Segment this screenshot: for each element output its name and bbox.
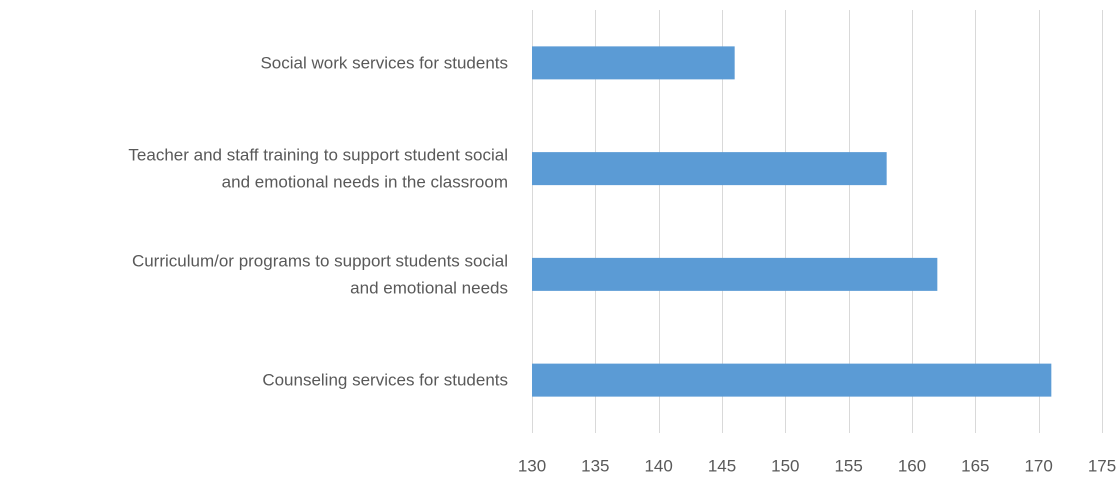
- x-tick-label-8: 170: [1024, 457, 1052, 476]
- x-tick-label-1: 135: [581, 457, 609, 476]
- bar-2: [532, 257, 938, 291]
- category-labels: Social work services for students Teacher…: [128, 53, 508, 389]
- category-label-line: Curriculum/or programs to support studen…: [132, 251, 508, 270]
- bar-3: [532, 363, 1052, 397]
- category-label-2: Curriculum/or programs to support studen…: [132, 251, 508, 297]
- category-label-line: and emotional needs in the classroom: [222, 173, 508, 192]
- x-tick-label-7: 165: [961, 457, 989, 476]
- x-tick-label-6: 160: [898, 457, 926, 476]
- category-label-line: Counseling services for students: [262, 371, 508, 390]
- x-tick-label-2: 140: [644, 457, 672, 476]
- gridlines: [532, 10, 1103, 433]
- category-label-line: and emotional needs: [350, 278, 508, 297]
- bar-1: [532, 152, 887, 186]
- category-label-line: Teacher and staff training to support st…: [128, 146, 508, 165]
- category-label-line: Social work services for students: [260, 53, 508, 72]
- x-tick-label-4: 150: [771, 457, 799, 476]
- x-tick-label-9: 175: [1088, 457, 1116, 476]
- category-label-3: Counseling services for students: [262, 371, 508, 390]
- category-label-0: Social work services for students: [260, 53, 508, 72]
- bar-0: [532, 46, 735, 80]
- category-label-1: Teacher and staff training to support st…: [128, 146, 508, 192]
- x-axis-tick-labels: 130 135 140 145 150 155 160 165 170 175: [518, 457, 1116, 476]
- x-tick-label-0: 130: [518, 457, 546, 476]
- bars: [532, 46, 1052, 397]
- x-tick-label-3: 145: [708, 457, 736, 476]
- x-tick-label-5: 155: [834, 457, 862, 476]
